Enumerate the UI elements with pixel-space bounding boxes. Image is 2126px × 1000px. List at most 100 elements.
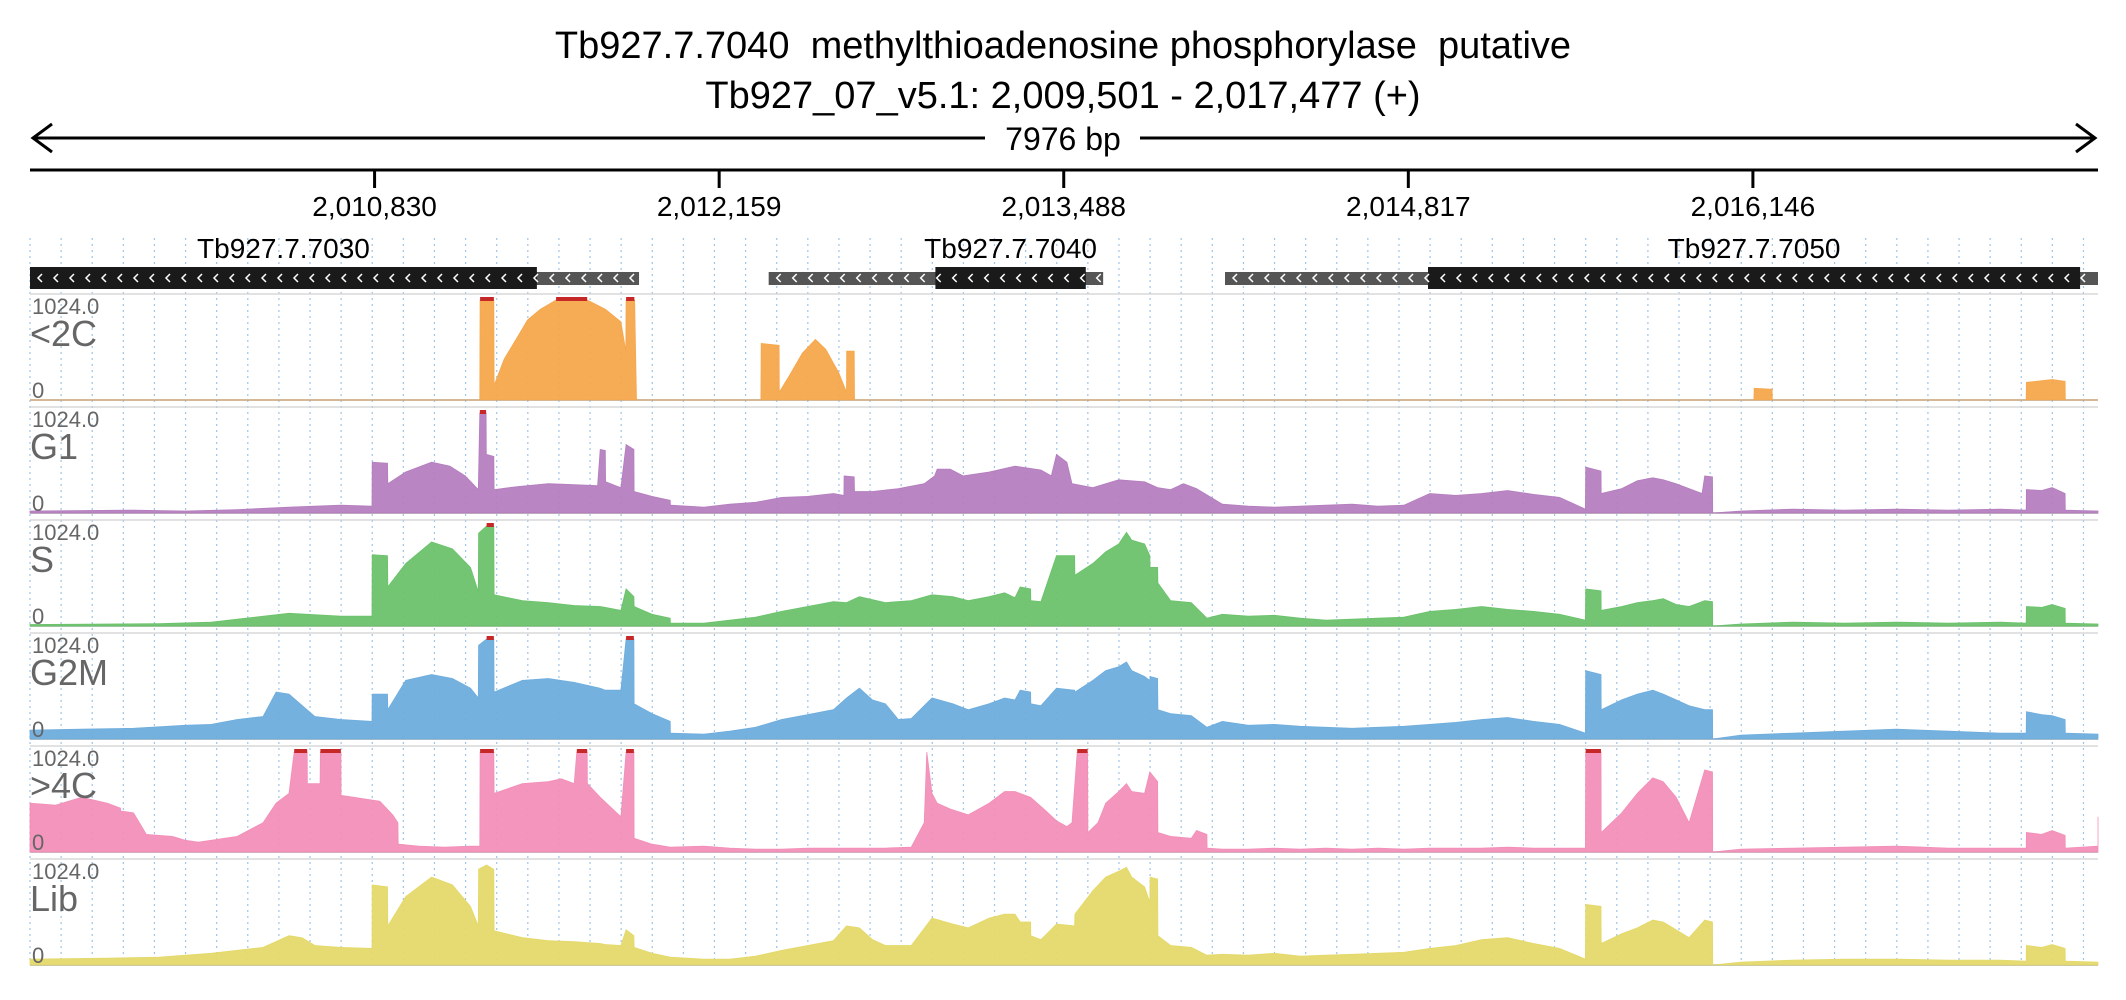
gene-strand-chevron — [775, 273, 782, 283]
coverage-area-4 — [29, 751, 2099, 853]
gene-strand-chevron — [1999, 273, 2006, 283]
gene-strand-chevron — [1967, 273, 1974, 283]
track-ymax-label-1: 1024.0 — [32, 407, 99, 432]
saturation-marker — [486, 523, 494, 527]
gene-strand-chevron — [1807, 273, 1814, 283]
gene-strand-chevron — [196, 273, 203, 283]
track-ymin-label-5: 0 — [32, 943, 44, 968]
gene-strand-chevron — [292, 273, 299, 283]
saturation-marker — [479, 410, 487, 414]
gene-strand-chevron — [1031, 273, 1038, 283]
coverage-area-5 — [29, 864, 2099, 966]
gene-strand-chevron — [1615, 273, 1622, 283]
gene-strand-chevron — [308, 273, 315, 283]
gene-0: Tb927.7.7030 — [30, 233, 640, 289]
gene-strand-chevron — [935, 273, 942, 283]
track-ymax-label-4: 1024.0 — [32, 746, 99, 771]
gene-strand-chevron — [1359, 273, 1366, 283]
gene-strand-chevron — [564, 273, 571, 283]
saturation-marker — [556, 297, 588, 301]
ruler-tick-label-4: 2,016,146 — [1691, 191, 1816, 222]
gene-strand-chevron — [1263, 273, 1270, 283]
saturation-marker — [294, 749, 308, 753]
gene-strand-chevron — [2047, 273, 2054, 283]
gene-strand-chevron — [1535, 273, 1542, 283]
track-ymax-label-0: 1024.0 — [32, 294, 99, 319]
gene-strand-chevron — [52, 273, 59, 283]
gene-strand-chevron — [1839, 273, 1846, 283]
gene-strand-chevron — [1983, 273, 1990, 283]
gene-strand-chevron — [2079, 273, 2086, 283]
saturation-marker — [626, 297, 635, 301]
gene-strand-chevron — [903, 273, 910, 283]
gene-strand-chevron — [839, 273, 846, 283]
gene-strand-chevron — [356, 273, 363, 283]
gene-label-1: Tb927.7.7040 — [924, 233, 1097, 264]
gene-strand-chevron — [1823, 273, 1830, 283]
gene-strand-chevron — [1759, 273, 1766, 283]
track-ymin-label-0: 0 — [32, 378, 44, 403]
gene-strand-chevron — [1871, 273, 1878, 283]
gene-strand-chevron — [807, 273, 814, 283]
ruler-tick-label-2: 2,013,488 — [1001, 191, 1126, 222]
gene-strand-chevron — [436, 273, 443, 283]
saturation-marker — [320, 749, 341, 753]
track-5: 1024.0 0 Lib — [29, 858, 2099, 968]
gene-strand-chevron — [1295, 273, 1302, 283]
gene-strand-chevron — [500, 273, 507, 283]
gene-strand-chevron — [244, 273, 251, 283]
track-4: 1024.0 0 >4C — [29, 745, 2099, 855]
gene-strand-chevron — [1247, 273, 1254, 283]
gene-strand-chevron — [2063, 273, 2070, 283]
gene-strand-chevron — [1679, 273, 1686, 283]
saturation-marker — [486, 636, 494, 640]
gene-strand-chevron — [1407, 273, 1414, 283]
gene-strand-chevron — [1279, 273, 1286, 283]
gene-strand-chevron — [2031, 273, 2038, 283]
coverage-area-2 — [29, 525, 2099, 627]
gene-label-2: Tb927.7.7050 — [1668, 233, 1841, 264]
gene-strand-chevron — [1663, 273, 1670, 283]
gene-strand-chevron — [100, 273, 107, 283]
gene-strand-chevron — [580, 273, 587, 283]
gene-strand-chevron — [1455, 273, 1462, 283]
gene-strand-chevron — [1791, 273, 1798, 283]
gene-strand-chevron — [1599, 273, 1606, 283]
gene-strand-chevron — [1519, 273, 1526, 283]
gene-strand-chevron — [967, 273, 974, 283]
gene-1: Tb927.7.7040 — [768, 233, 1104, 289]
gene-strand-chevron — [548, 273, 555, 283]
track-0: 1024.0 0 <2C — [30, 293, 2098, 403]
track-name-5: Lib — [30, 878, 78, 919]
length-arrow-head-right — [2075, 122, 2098, 154]
gene-strand-chevron — [180, 273, 187, 283]
coverage-tracks: 1024.00<2C1024.00G11024.00S1024.00G2M102… — [29, 293, 2099, 968]
saturation-marker — [480, 749, 494, 753]
coverage-area-0 — [30, 299, 2098, 401]
gene-strand-chevron — [871, 273, 878, 283]
gene-strand-chevron — [372, 273, 379, 283]
gene-strand-chevron — [855, 273, 862, 283]
gene-strand-chevron — [116, 273, 123, 283]
gene-strand-chevron — [1695, 273, 1702, 283]
coverage-area-1 — [29, 412, 2099, 514]
gene-strand-chevron — [1935, 273, 1942, 283]
gene-strand-chevron — [468, 273, 475, 283]
gene-strand-chevron — [532, 273, 539, 283]
track-2: 1024.0 0 S — [29, 519, 2099, 629]
ruler-tick-label-3: 2,014,817 — [1346, 191, 1471, 222]
gene-strand-chevron — [2015, 273, 2022, 283]
gene-strand-chevron — [484, 273, 491, 283]
track-name-1: G1 — [30, 426, 78, 467]
gene-strand-chevron — [791, 273, 798, 283]
gene-strand-chevron — [1583, 273, 1590, 283]
gene-strand-chevron — [1327, 273, 1334, 283]
gene-strand-chevron — [340, 273, 347, 283]
gene-strand-chevron — [164, 273, 171, 283]
gene-strand-chevron — [148, 273, 155, 283]
track-1: 1024.0 0 G1 — [29, 406, 2099, 516]
saturation-marker — [626, 636, 634, 640]
gene-strand-chevron — [1471, 273, 1478, 283]
gene-strand-chevron — [1743, 273, 1750, 283]
